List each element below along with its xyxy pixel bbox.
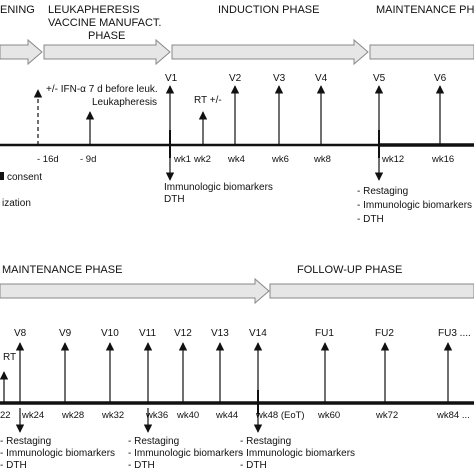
event-label-rt-bottom: RT	[3, 352, 16, 363]
note-wk1-dth: DTH	[164, 194, 185, 205]
note-wk12-dth: - DTH	[357, 214, 384, 225]
tick-label-wk24: wk24	[21, 410, 44, 421]
tick-label-wk12: wk12	[381, 154, 404, 165]
tick-label-wk4: wk4	[227, 154, 245, 165]
note-ization: ization	[2, 198, 31, 209]
phase-label-phase: PHASE	[88, 30, 125, 42]
visit-label-v2: V2	[229, 73, 242, 84]
tick-label-wk8: wk8	[313, 154, 331, 165]
tick-label-wk36: wk36	[145, 410, 168, 421]
phase-label-maintenance-bottom: MAINTENANCE PHASE	[2, 264, 122, 276]
tick-label-wk32: wk32	[101, 410, 124, 421]
tick-label-wk1: wk1	[173, 154, 191, 165]
visit-label-fu1: FU1	[315, 328, 334, 339]
phase-bar-maintenance-top	[369, 44, 474, 60]
visit-label-v4: V4	[315, 73, 328, 84]
note-mid-biomarkers: - Immunologic biomarkers	[128, 448, 243, 459]
consent-bullet	[0, 172, 4, 180]
phase-label-maintenance-top: MAINTENANCE PHAS	[376, 4, 474, 16]
tick-label-wk28: wk28	[61, 410, 84, 421]
note-wk1-biomarkers: Immunologic biomarkers	[164, 182, 273, 193]
note-wk12-biomarkers: - Immunologic biomarkers	[357, 200, 472, 211]
visit-label-v13: V13	[211, 328, 229, 339]
event-label-ifn: +/- IFN-α 7 d before leuk.	[46, 84, 158, 95]
phase-label-screening: ENING	[0, 4, 35, 16]
note-left-restaging: - Restaging	[0, 436, 51, 447]
visit-label-v9: V9	[59, 328, 72, 339]
tick-label-wk60: wk60	[317, 410, 340, 421]
visit-label-v5: V5	[373, 73, 386, 84]
tick-label-minus9d: - 9d	[80, 154, 96, 165]
phase-bar-leukapheresis	[43, 38, 171, 66]
visit-label-v1: V1	[165, 73, 178, 84]
event-label-leukapheresis: Leukapheresis	[92, 97, 157, 108]
visit-label-v8: V8	[14, 328, 27, 339]
tick-label-wk16: wk16	[431, 154, 454, 165]
tick-label-wk6: wk6	[271, 154, 289, 165]
tick-label-wk40: wk40	[176, 410, 199, 421]
visit-label-v10: V10	[101, 328, 119, 339]
visit-label-v14: V14	[249, 328, 267, 339]
note-left-biomarkers: - Immunologic biomarkers	[0, 448, 115, 459]
tick-label-wk72: wk72	[375, 410, 398, 421]
tick-label-wk2: wk2	[193, 154, 211, 165]
note-mid-restaging: - Restaging	[128, 436, 179, 447]
phase-label-leukapheresis: LEUKAPHERESIS	[48, 4, 140, 16]
phase-bar-follow-up	[269, 283, 474, 299]
event-label-rt: RT +/-	[194, 95, 222, 106]
phase-bar-screening	[0, 38, 43, 66]
phase-label-induction: INDUCTION PHASE	[218, 4, 319, 16]
visit-label-fu2: FU2	[375, 328, 394, 339]
note-right-dth: - DTH	[240, 460, 267, 471]
tick-label-wk48: wk48 (EoT)	[255, 410, 305, 421]
tick-label-minus16d: - 16d	[37, 154, 59, 165]
phase-bar-maintenance-bottom	[0, 277, 270, 305]
note-wk12-restaging: - Restaging	[357, 186, 408, 197]
note-left-dth: - DTH	[0, 460, 27, 471]
visit-label-fu3: FU3 ....	[438, 328, 471, 339]
note-right-biomarkers: - Immunologic biomarkers	[240, 448, 355, 459]
visit-label-v3: V3	[273, 73, 286, 84]
tick-label-22: 22	[0, 410, 11, 421]
phase-bar-induction	[171, 38, 369, 66]
note-right-restaging: - Restaging	[240, 436, 291, 447]
visit-label-v6: V6	[434, 73, 447, 84]
note-mid-dth: - DTH	[128, 460, 155, 471]
phase-label-follow-up: FOLLOW-UP PHASE	[297, 264, 402, 276]
visit-label-v11: V11	[139, 328, 156, 339]
visit-label-v12: V12	[174, 328, 192, 339]
phase-label-vaccine-manufact: VACCINE MANUFACT.	[48, 17, 161, 29]
tick-label-wk84: wk84 ...	[436, 410, 470, 421]
tick-label-wk44: wk44	[215, 410, 238, 421]
note-consent: consent	[7, 172, 42, 183]
